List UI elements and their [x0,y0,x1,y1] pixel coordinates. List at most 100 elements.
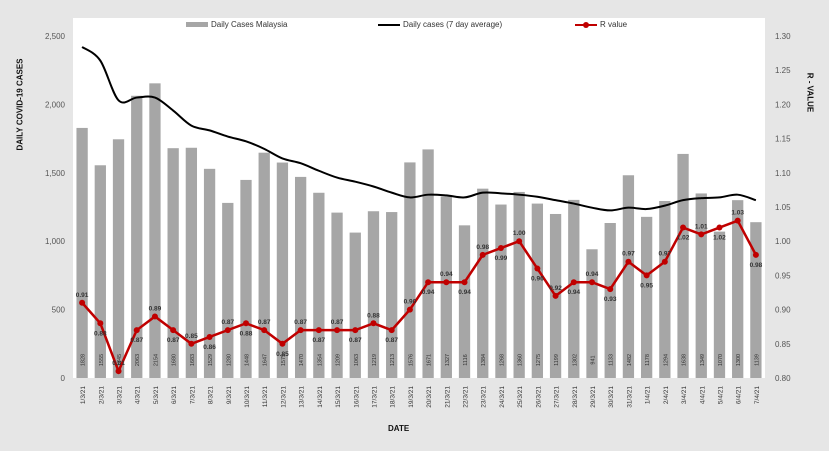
bar-value-label: 1638 [682,354,688,366]
r-value-label: 0.93 [604,296,617,303]
r-value-marker [170,327,177,334]
bar-value-label: 1680 [172,354,178,366]
r-value-marker [661,258,668,265]
chart-legend: Daily Cases Malaysia Daily cases (7 day … [180,20,700,34]
x-axis-tick: 3/4/21 [681,386,688,404]
r-value-label: 0.81 [112,360,125,367]
bar [294,176,307,378]
x-axis-tick: 20/3/21 [426,386,433,408]
bar-swatch-icon [186,22,208,27]
r-value-marker [206,333,213,340]
legend-item-7day-avg: Daily cases (7 day average) [378,20,502,29]
bar-value-label: 2063 [135,354,141,366]
right-axis-tick: 1.30 [775,32,791,41]
bar-value-label: 1199 [554,354,560,366]
right-axis-tick: 0.80 [775,374,791,383]
bar [349,232,361,378]
x-axis-tick: 4/4/21 [699,386,706,404]
r-value-marker [388,327,395,334]
bar [94,165,106,378]
bar [131,95,143,378]
r-value-marker [243,320,249,327]
bar [386,212,398,378]
legend-label-7day-avg: Daily cases (7 day average) [403,20,503,29]
x-axis-tick: 8/3/21 [208,386,215,404]
r-value-label: 0.99 [495,255,508,262]
right-axis-tick: 1.20 [775,100,791,109]
r-value-label: 0.86 [203,344,216,351]
bar [495,204,507,378]
bar-value-label: 1219 [372,354,378,366]
r-value-label: 0.98 [476,244,489,251]
x-axis-tick: 29/3/21 [590,386,597,408]
r-value-label: 0.88 [240,330,253,337]
x-axis-tick: 7/3/21 [189,386,196,404]
r-value-label: 0.87 [349,337,362,344]
x-axis-tick: 1/3/21 [80,386,87,404]
right-axis-title: R - VALUE [805,72,815,113]
r-value-label: 0.85 [185,333,198,340]
r-value-label: 0.96 [531,276,544,283]
x-axis-tick: 15/3/21 [335,386,342,408]
r-value-marker [97,320,104,327]
bar-value-label: 1349 [700,354,706,366]
x-axis-tick: 11/3/21 [262,386,269,408]
x-axis-tick: 16/3/21 [353,386,360,408]
r-value-marker [716,224,723,231]
bar [677,153,689,378]
bar [477,188,489,378]
bar [622,175,635,378]
bar [659,200,671,378]
x-axis-tick: 18/3/21 [390,386,397,408]
legend-label-r-value: R value [600,20,628,29]
x-axis-tick: 6/3/21 [171,386,178,404]
bar [586,249,598,378]
bar-value-label: 1070 [718,354,724,366]
bar-value-label: 1209 [336,354,342,366]
bar [313,192,325,378]
x-axis-tick: 3/3/21 [117,386,124,404]
r-value-marker [370,320,377,327]
r-value-label: 0.89 [149,305,162,312]
bar-value-label: 941 [591,355,597,364]
r-value-label: 0.98 [750,262,763,269]
x-axis-tick: 2/4/21 [663,386,670,404]
r-value-label: 0.97 [659,251,672,258]
bar [76,127,88,379]
r-value-marker [133,327,140,334]
r-value-marker [607,286,614,293]
bar [404,162,416,378]
r-value-marker [643,272,650,279]
r-value-label: 0.94 [422,289,435,296]
r-value-label: 1.02 [677,235,690,242]
bar-value-label: 1448 [245,354,251,366]
bar [258,152,270,378]
bar-value-label: 1178 [645,354,651,366]
r-value-label: 0.87 [258,319,271,326]
x-axis-tick: 14/3/21 [317,386,324,408]
r-value-label: 0.88 [367,312,380,319]
x-axis-title: DATE [388,424,410,433]
r-value-label: 0.94 [567,289,580,296]
x-axis-tick: 5/3/21 [153,386,160,404]
bar [167,148,179,378]
bar-value-label: 1280 [226,354,232,366]
x-axis-tick: 13/3/21 [299,386,306,408]
r-value-label: 0.94 [586,271,599,278]
bar-value-label: 1300 [736,354,742,366]
x-axis-tick: 6/4/21 [736,386,743,404]
r-value-marker [188,340,195,347]
left-axis-tick: 0 [61,374,66,383]
bar-value-label: 1063 [354,354,360,366]
x-axis-tick: 10/3/21 [244,386,251,408]
x-axis-tick: 23/3/21 [481,386,488,408]
r-value-marker [315,327,322,334]
bar-value-label: 1360 [518,354,524,366]
x-axis-tick: 17/3/21 [371,386,378,408]
x-axis-tick: 2/3/21 [98,386,105,404]
bar-value-label: 1268 [499,354,505,366]
x-axis-tick: 9/3/21 [226,386,233,404]
bar-value-label: 1275 [536,354,542,366]
r-value-marker [625,258,632,265]
